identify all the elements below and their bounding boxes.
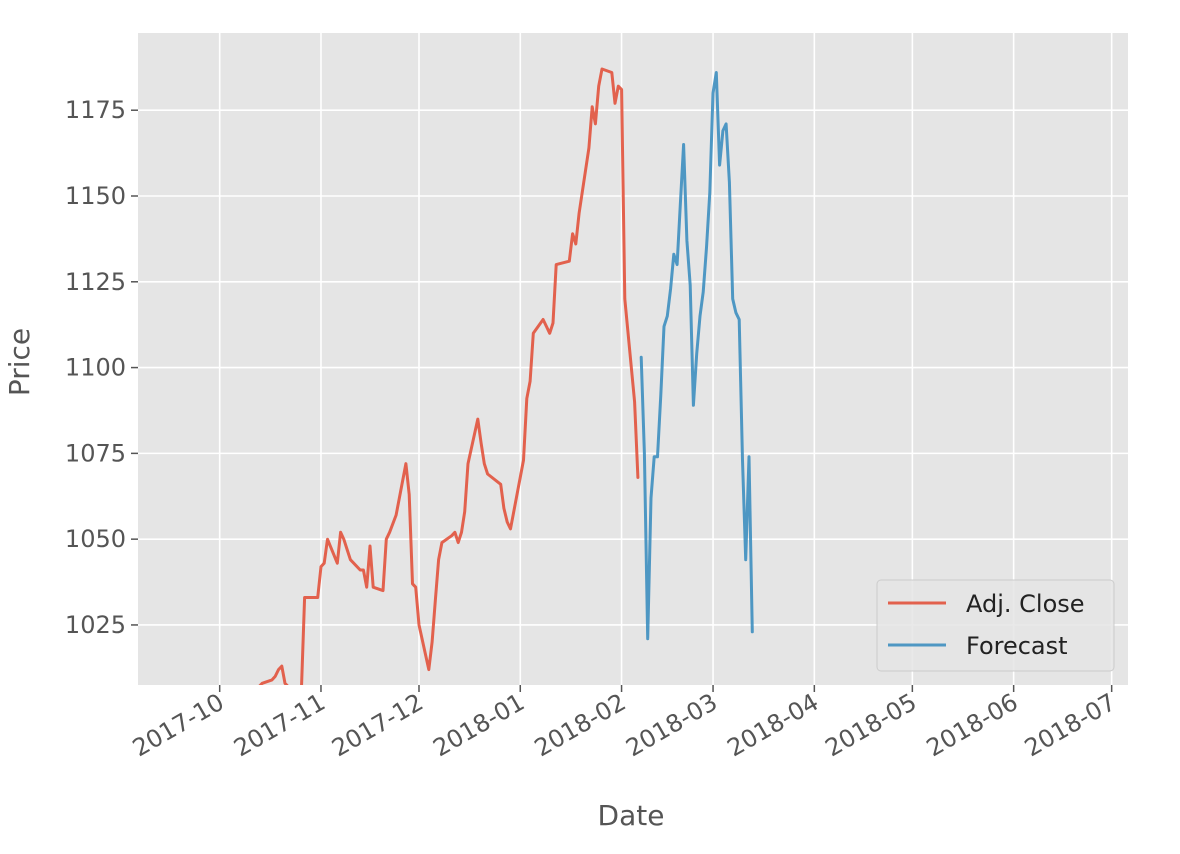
y-tick-label: 1125 (65, 268, 126, 296)
x-axis-label: Date (598, 799, 665, 832)
y-tick-label: 1150 (65, 182, 126, 210)
x-tick-label: 2018-04 (722, 688, 823, 762)
legend: Adj. Close Forecast (876, 579, 1115, 672)
grid-lines (138, 33, 1128, 685)
x-tick-label: 2018-07 (1020, 688, 1121, 762)
legend-label-forecast: Forecast (966, 632, 1068, 660)
series-lines (258, 67, 754, 685)
series-line-forecast (639, 71, 754, 641)
x-tick-label: 2017-10 (128, 688, 229, 762)
x-tick-label: 2017-12 (327, 688, 428, 762)
x-tick-label: 2018-03 (621, 688, 722, 762)
x-tick-label: 2018-02 (530, 688, 631, 762)
y-tick-label: 1175 (65, 96, 126, 124)
x-tick-label: 2018-01 (428, 688, 529, 762)
y-tick-label: 1100 (65, 354, 126, 382)
x-tick-label: 2017-11 (229, 688, 330, 762)
series-line-adj-close (258, 67, 640, 685)
x-tick-label: 2018-06 (922, 688, 1023, 762)
y-tick-label: 1075 (65, 439, 126, 467)
y-tick-label: 1050 (65, 525, 126, 553)
x-tick-label: 2018-05 (821, 688, 922, 762)
plot-background (138, 33, 1128, 685)
y-axis-label: Price (3, 328, 36, 396)
y-tick-label: 1025 (65, 611, 126, 639)
legend-label-adj-close: Adj. Close (966, 590, 1085, 618)
y-axis-ticks: 1025 1050 1075 1100 1125 1150 1175 (65, 96, 138, 639)
